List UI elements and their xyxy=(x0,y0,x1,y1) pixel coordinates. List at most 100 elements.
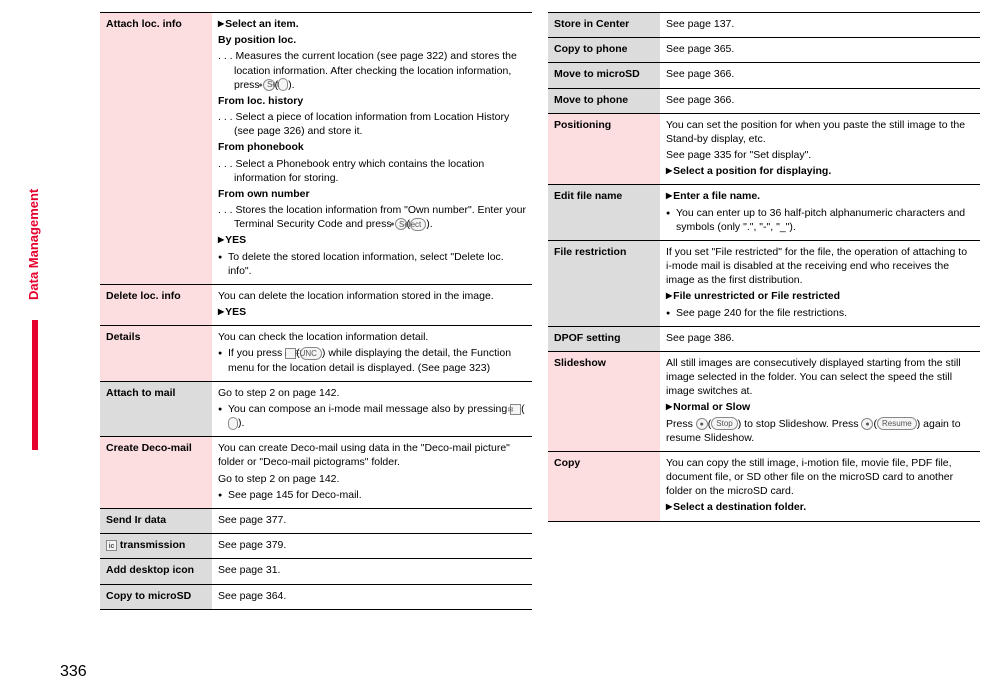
content-line: . . . Measures the current location (see… xyxy=(218,49,526,92)
row-content: See page 31. xyxy=(212,559,532,583)
content-line: See page 31. xyxy=(218,563,526,577)
content-line: File unrestricted or File restricted xyxy=(666,289,974,303)
content-line: You can compose an i-mode mail message a… xyxy=(218,402,526,430)
content-line: Press ●(Stop) to stop Slideshow. Press ●… xyxy=(666,417,974,445)
row-label: Copy to phone xyxy=(548,38,660,62)
content-line: You can delete the location information … xyxy=(218,289,526,303)
row-content: All still images are consecutively displ… xyxy=(660,352,980,451)
table-row: Attach to mail Go to step 2 on page 142. Y… xyxy=(100,382,532,438)
row-content: See page 377. xyxy=(212,509,532,533)
content-line: By position loc. xyxy=(218,33,526,47)
row-label: Copy xyxy=(548,452,660,521)
row-content: Enter a file name. You can enter up to 36… xyxy=(660,185,980,240)
row-content: See page 366. xyxy=(660,89,980,113)
row-label: Move to phone xyxy=(548,89,660,113)
row-label: Store in Center xyxy=(548,13,660,37)
row-content: Select an item. By position loc. . . . Mea… xyxy=(212,13,532,284)
left-table: Attach loc. info Select an item. By positi… xyxy=(100,12,532,610)
table-row: Copy to microSD See page 364. xyxy=(100,585,532,610)
content-area: Attach loc. info Select an item. By positi… xyxy=(100,12,980,610)
content-line: See page 377. xyxy=(218,513,526,527)
table-row: Attach loc. info Select an item. By positi… xyxy=(100,13,532,285)
content-line: Select a destination folder. xyxy=(666,500,974,514)
content-line: See page 379. xyxy=(218,538,526,552)
content-line: See page 240 for the file restrictions. xyxy=(666,306,974,320)
row-content: You can copy the still image, i-motion f… xyxy=(660,452,980,521)
row-label: Details xyxy=(100,326,212,381)
table-row: ic transmission See page 379. xyxy=(100,534,532,559)
table-row: Edit file name Enter a file name. You can … xyxy=(548,185,980,241)
content-line: See page 386. xyxy=(666,331,974,345)
row-label: Copy to microSD xyxy=(100,585,212,609)
row-content: Go to step 2 on page 142. You can compose… xyxy=(212,382,532,437)
side-accent-bar xyxy=(32,320,38,450)
table-row: PositioningYou can set the position for … xyxy=(548,114,980,186)
content-line: You can create Deco-mail using data in t… xyxy=(218,441,526,469)
table-row: Create Deco-mailYou can create Deco-mail… xyxy=(100,437,532,509)
row-label: Attach to mail xyxy=(100,382,212,437)
row-label: Create Deco-mail xyxy=(100,437,212,508)
content-line: From phonebook xyxy=(218,140,526,154)
content-line: To delete the stored location informatio… xyxy=(218,250,526,278)
row-label: Add desktop icon xyxy=(100,559,212,583)
table-row: CopyYou can copy the still image, i-moti… xyxy=(548,452,980,522)
row-label: Slideshow xyxy=(548,352,660,451)
content-line: See page 137. xyxy=(666,17,974,31)
content-line: From own number xyxy=(218,187,526,201)
content-line: Enter a file name. xyxy=(666,189,974,203)
row-label: Positioning xyxy=(548,114,660,185)
content-line: See page 365. xyxy=(666,42,974,56)
content-line: From loc. history xyxy=(218,94,526,108)
content-line: See page 366. xyxy=(666,67,974,81)
content-line: You can copy the still image, i-motion f… xyxy=(666,456,974,499)
content-line: You can enter up to 36 half-pitch alphan… xyxy=(666,206,974,234)
content-line: See page 145 for Deco-mail. xyxy=(218,488,526,502)
table-row: Add desktop icon See page 31. xyxy=(100,559,532,584)
content-line: See page 364. xyxy=(218,589,526,603)
section-tab: Data Management xyxy=(26,189,41,300)
row-content: If you set "File restricted" for the fil… xyxy=(660,241,980,326)
content-line: You can set the position for when you pa… xyxy=(666,118,974,146)
row-label: File restriction xyxy=(548,241,660,326)
row-label: Delete loc. info xyxy=(100,285,212,325)
row-label: Move to microSD xyxy=(548,63,660,87)
table-row: File restrictionIf you set "File restric… xyxy=(548,241,980,327)
table-row: SlideshowAll still images are consecutiv… xyxy=(548,352,980,452)
content-line: YES xyxy=(218,305,526,319)
row-content: See page 366. xyxy=(660,63,980,87)
table-row: Send Ir data See page 377. xyxy=(100,509,532,534)
row-label: Attach loc. info xyxy=(100,13,212,284)
content-line: You can check the location information d… xyxy=(218,330,526,344)
content-line: See page 366. xyxy=(666,93,974,107)
table-row: Details You can check the location inform… xyxy=(100,326,532,382)
table-row: Move to microSD See page 366. xyxy=(548,63,980,88)
content-line: . . . Select a Phonebook entry which con… xyxy=(218,157,526,185)
row-content: You can set the position for when you pa… xyxy=(660,114,980,185)
content-line: Go to step 2 on page 142. xyxy=(218,472,526,486)
content-line: Go to step 2 on page 142. xyxy=(218,386,526,400)
content-line: Normal or Slow xyxy=(666,400,974,414)
row-label: Edit file name xyxy=(548,185,660,240)
row-content: See page 386. xyxy=(660,327,980,351)
row-content: See page 379. xyxy=(212,534,532,558)
right-table: Store in Center See page 137. Copy to phon… xyxy=(548,12,980,610)
row-content: See page 365. xyxy=(660,38,980,62)
table-row: Move to phone See page 366. xyxy=(548,89,980,114)
table-row: Delete loc. info You can delete the locat… xyxy=(100,285,532,326)
content-line: If you set "File restricted" for the fil… xyxy=(666,245,974,288)
row-content: You can create Deco-mail using data in t… xyxy=(212,437,532,508)
row-label: DPOF setting xyxy=(548,327,660,351)
table-row: Store in Center See page 137. xyxy=(548,13,980,38)
content-line: All still images are consecutively displ… xyxy=(666,356,974,399)
content-line: YES xyxy=(218,233,526,247)
row-content: You can delete the location information … xyxy=(212,285,532,325)
row-label: ic transmission xyxy=(100,534,212,558)
table-row: Copy to phone See page 365. xyxy=(548,38,980,63)
content-line: See page 335 for "Set display". xyxy=(666,148,974,162)
content-line: . . . Select a piece of location informa… xyxy=(218,110,526,138)
row-label: Send Ir data xyxy=(100,509,212,533)
content-line: Select an item. xyxy=(218,17,526,31)
content-line: . . . Stores the location information fr… xyxy=(218,203,526,231)
row-content: See page 364. xyxy=(212,585,532,609)
content-line: If you press i(FUNC) while displaying th… xyxy=(218,346,526,374)
